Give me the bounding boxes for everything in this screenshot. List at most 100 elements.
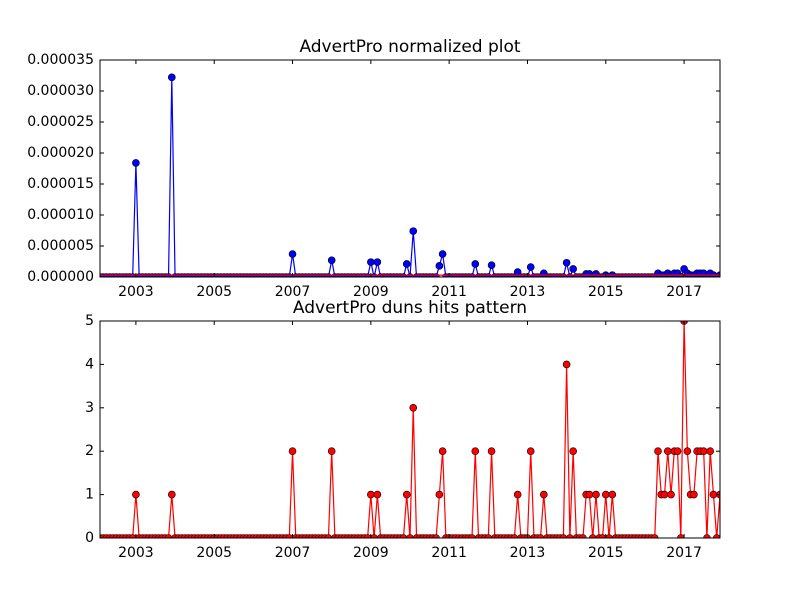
x-tick-label: 2015 [588, 545, 624, 561]
marker [327, 256, 336, 265]
marker [654, 447, 662, 456]
marker [367, 258, 375, 266]
y-tick-label: 0.000020 [27, 145, 94, 161]
marker [562, 360, 571, 369]
marker [438, 447, 447, 456]
marker [699, 447, 708, 456]
marker [562, 258, 571, 267]
marker [566, 534, 574, 538]
marker [288, 250, 297, 258]
marker [677, 534, 685, 538]
marker [399, 534, 408, 538]
marker [605, 534, 613, 538]
y-tick-label: 5 [85, 313, 94, 329]
x-tick-label: 2007 [275, 284, 311, 300]
marker [536, 534, 545, 538]
plot-area [100, 73, 720, 277]
marker [673, 447, 682, 456]
marker [324, 534, 333, 538]
marker [435, 262, 444, 270]
marker [667, 490, 675, 499]
marker [373, 258, 382, 266]
marker [513, 490, 522, 499]
y-tick-label: 4 [85, 356, 94, 372]
marker [168, 73, 176, 82]
y-tick-label: 2 [85, 443, 94, 459]
marker [526, 263, 535, 271]
marker [683, 447, 692, 456]
x-tick-label: 2009 [353, 545, 389, 561]
marker [579, 534, 587, 538]
marker [327, 447, 336, 456]
x-tick-label: 2017 [666, 545, 702, 561]
marker [164, 534, 173, 538]
x-tick-label: 2009 [353, 284, 389, 300]
marker [712, 534, 720, 538]
marker [285, 534, 294, 538]
y-tick-label: 0.000000 [27, 269, 94, 285]
marker [539, 490, 548, 499]
x-tick-label: 2007 [275, 545, 311, 561]
y-tick-label: 0.000010 [27, 207, 94, 223]
marker [703, 534, 711, 538]
marker [592, 490, 600, 499]
marker [706, 447, 715, 456]
marker [132, 159, 140, 167]
marker [588, 534, 597, 538]
marker [288, 447, 297, 456]
y-tick-label: 0.000035 [27, 52, 94, 68]
marker [601, 490, 610, 499]
marker [660, 490, 669, 499]
marker [409, 227, 418, 235]
marker [435, 490, 444, 499]
marker [471, 447, 480, 456]
marker [569, 265, 577, 273]
y-tick-label: 0.000005 [27, 238, 94, 254]
marker [690, 490, 698, 499]
marker [468, 534, 476, 538]
y-tick-label: 0 [85, 530, 94, 546]
x-tick-label: 2003 [118, 545, 154, 561]
marker [370, 534, 378, 538]
chart-title: AdvertPro normalized plot [299, 37, 520, 57]
marker [487, 261, 496, 270]
marker [487, 447, 496, 456]
marker [709, 490, 718, 499]
marker [406, 534, 414, 538]
marker [402, 260, 411, 268]
marker [432, 534, 440, 538]
chart-title: AdvertPro duns hits pattern [293, 298, 527, 318]
marker [559, 534, 568, 538]
marker [128, 534, 137, 538]
marker [471, 260, 480, 268]
x-tick-label: 2013 [510, 545, 546, 561]
marker [650, 534, 659, 538]
marker [402, 490, 411, 499]
marker [585, 490, 594, 499]
x-tick-label: 2005 [196, 545, 232, 561]
marker [367, 490, 375, 499]
marker [373, 490, 382, 499]
y-tick-label: 0.000030 [27, 83, 94, 99]
marker [510, 534, 519, 538]
marker [363, 534, 372, 538]
axes-frame [99, 59, 721, 278]
x-tick-label: 2011 [431, 284, 467, 300]
x-tick-label: 2005 [196, 284, 232, 300]
y-tick-label: 1 [85, 487, 94, 503]
marker [484, 534, 493, 538]
marker [569, 447, 577, 456]
marker [526, 447, 535, 456]
plot-area [100, 321, 720, 538]
y-tick-label: 0.000025 [27, 114, 94, 130]
y-tick-label: 0.000015 [27, 176, 94, 192]
marker [168, 490, 176, 499]
marker [598, 534, 607, 538]
marker [438, 250, 447, 258]
y-tick-label: 3 [85, 400, 94, 416]
x-tick-label: 2013 [510, 284, 546, 300]
marker [409, 403, 418, 412]
x-tick-label: 2017 [666, 284, 702, 300]
